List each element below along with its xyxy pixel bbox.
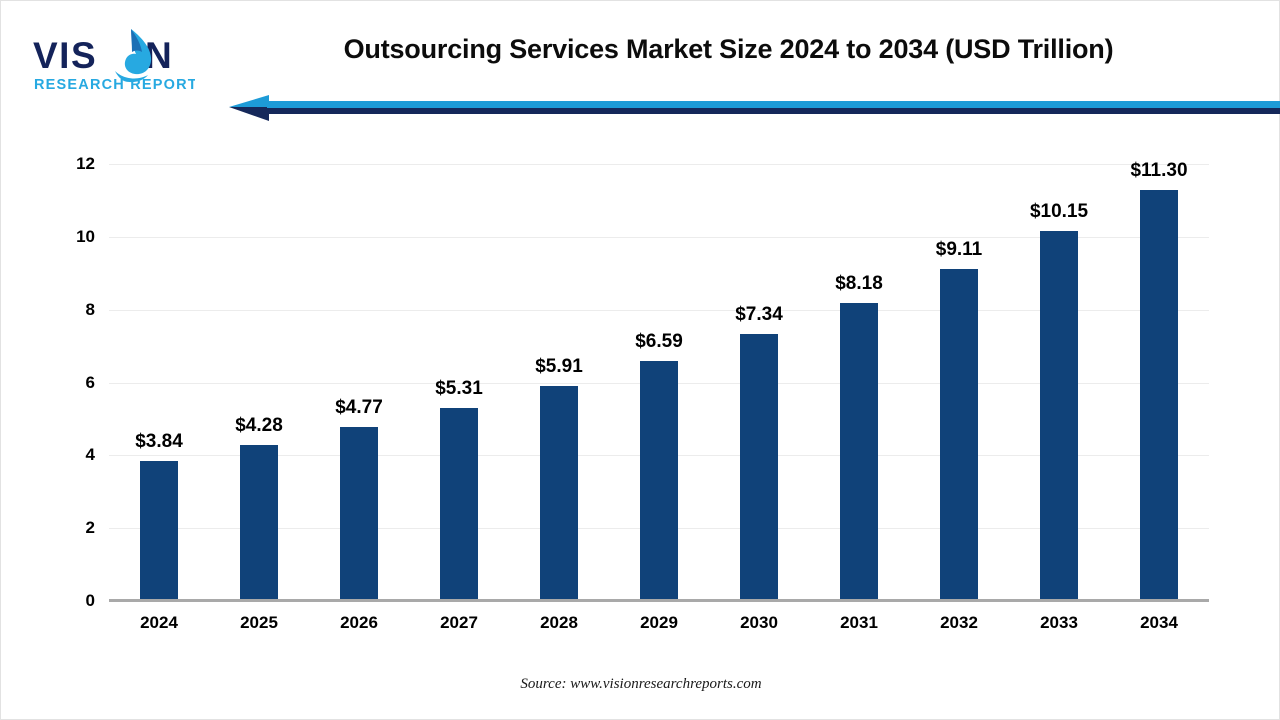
x-axis-tick-label: 2025 <box>240 613 278 632</box>
x-axis-tick-label: 2029 <box>640 613 678 632</box>
bar-group[interactable]: $3.84 <box>109 164 209 601</box>
svg-text:RESEARCH REPORTS: RESEARCH REPORTS <box>34 77 195 93</box>
source-caption: Source: www.visionresearchreports.com <box>520 676 762 692</box>
x-axis-tick-label: 2033 <box>1040 613 1078 632</box>
gridline <box>109 236 1209 238</box>
bar-group[interactable]: $9.11 <box>909 164 1009 601</box>
bar[interactable] <box>240 445 278 601</box>
bar-value-label: $4.28 <box>235 415 283 437</box>
gridline <box>109 309 1209 311</box>
x-axis-line <box>109 599 1209 602</box>
bar-group[interactable]: $10.15 <box>1009 164 1109 601</box>
y-axis-tick-label: 2 <box>85 518 95 538</box>
y-axis-tick-label: 8 <box>85 299 95 319</box>
bar-value-label: $9.11 <box>935 239 983 261</box>
bar-group[interactable]: $11.30 <box>1109 160 1209 601</box>
bar[interactable] <box>140 461 178 601</box>
x-axis-tick-label: 2031 <box>840 613 878 632</box>
left-arrow-divider-icon <box>229 95 1280 121</box>
bar-value-label: $8.18 <box>835 273 883 295</box>
x-axis-tick-label: 2027 <box>440 613 478 632</box>
bar-group[interactable]: $8.18 <box>809 164 909 601</box>
page-title: Outsourcing Services Market Size 2024 to… <box>343 34 1114 64</box>
bar[interactable] <box>640 361 678 601</box>
bar-value-label: $10.15 <box>1029 201 1089 223</box>
x-axis-tick-label: 2024 <box>140 613 178 632</box>
bar[interactable] <box>440 407 478 601</box>
bar[interactable] <box>1040 231 1078 601</box>
bar-value-label: $5.91 <box>535 355 583 377</box>
bar-value-label: $6.59 <box>635 331 683 353</box>
x-axis-tick-label: 2026 <box>340 613 378 632</box>
y-axis-tick-label: 12 <box>76 154 95 173</box>
y-axis-tick-label: 4 <box>85 445 95 465</box>
bar-group[interactable]: $7.34 <box>709 164 809 601</box>
bar[interactable] <box>940 269 978 601</box>
svg-text:VIS: VIS <box>33 35 97 76</box>
y-axis-tick-label: 10 <box>76 226 95 246</box>
plot-area: $3.84 $4.28 $4.77 $5.31 $5.91 $6.59 $7.34 $8.18… <box>109 160 1209 601</box>
y-axis-tick-label: 0 <box>85 591 95 610</box>
bar[interactable] <box>340 427 378 601</box>
bar[interactable] <box>740 333 778 601</box>
x-axis-tick-label: 2028 <box>540 613 578 632</box>
bar-value-label: $11.30 <box>1130 159 1188 181</box>
bar-group[interactable]: $6.59 <box>609 164 709 601</box>
bar-group[interactable]: $5.91 <box>509 164 609 601</box>
bar[interactable] <box>540 385 578 601</box>
x-axis-tick-label: 2030 <box>740 613 778 632</box>
bar-value-label: $7.34 <box>735 303 783 325</box>
x-axis-tick-label: 2032 <box>940 613 978 632</box>
y-axis-tick-label: 6 <box>85 372 95 392</box>
x-axis-tick-label: 2034 <box>1140 613 1178 632</box>
vision-research-reports-logo: VIS N RESEARCH REPORTS <box>27 23 195 95</box>
bar-value-label: $5.31 <box>435 377 483 399</box>
bar-value-label: $4.77 <box>335 397 383 419</box>
gridline <box>109 164 1209 165</box>
bar-value-label: $3.84 <box>135 431 183 453</box>
bar[interactable] <box>1140 189 1178 601</box>
logo-mark-icon: VIS N RESEARCH REPORTS <box>33 29 195 93</box>
bar-group[interactable]: $5.31 <box>409 164 509 601</box>
bar-group[interactable]: $4.77 <box>309 164 409 601</box>
bar[interactable] <box>840 303 878 601</box>
bar-group[interactable]: $4.28 <box>209 164 309 601</box>
